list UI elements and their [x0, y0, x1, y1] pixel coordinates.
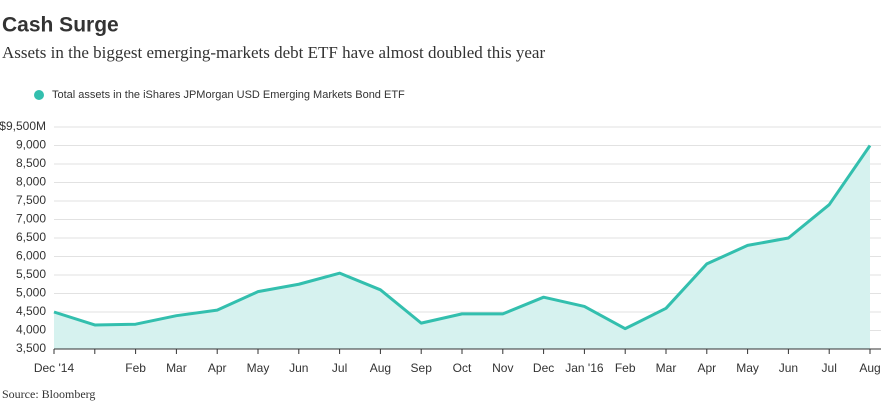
x-tick-label: Aug	[370, 361, 391, 375]
y-tick-label: 5,500	[16, 267, 46, 281]
x-tick-label: Apr	[697, 361, 716, 375]
x-tick-label: Apr	[208, 361, 227, 375]
legend-label: Total assets in the iShares JPMorgan USD…	[52, 89, 405, 101]
chart-title: Cash Surge	[2, 14, 119, 37]
line	[53, 144, 872, 331]
x-tick-label: Dec '14	[34, 361, 75, 375]
y-tick-label: 7,500	[16, 193, 46, 207]
y-tick-label: 6,500	[16, 230, 46, 244]
y-tick-label: 7,000	[16, 212, 46, 226]
y-tick-label: 8,000	[16, 175, 46, 189]
x-tick-label: Mar	[656, 361, 677, 375]
x-tick-label: May	[736, 361, 759, 375]
x-tick-label: Nov	[492, 361, 513, 375]
area	[54, 145, 870, 349]
x-tick-label: Jul	[822, 361, 837, 375]
x-tick-label: Jan '16	[565, 361, 604, 375]
chart-subtitle: Assets in the biggest emerging-markets d…	[2, 43, 545, 62]
x-tick-label: Mar	[166, 361, 187, 375]
y-tick-label: 9,000	[16, 138, 46, 152]
source: Source: Bloomberg	[2, 387, 95, 401]
x-tick-label: Jun	[779, 361, 798, 375]
y-tick-label: 8,500	[16, 156, 46, 170]
x-tick-label: Sep	[411, 361, 433, 375]
y-tick-label: $9,500M	[0, 119, 46, 133]
x-tick-label: Jun	[289, 361, 308, 375]
x-tick-label: Feb	[615, 361, 636, 375]
y-tick-label: 4,500	[16, 304, 46, 318]
x-tick-label: Aug	[859, 361, 880, 375]
y-tick-label: 3,500	[16, 341, 46, 355]
y-tick-label: 6,000	[16, 249, 46, 263]
x-tick-label: May	[247, 361, 270, 375]
x-tick-label: Jul	[332, 361, 347, 375]
x-tick-label: Dec	[533, 361, 554, 375]
legend-marker	[34, 90, 44, 100]
y-tick-label: 4,000	[16, 323, 46, 337]
x-tick-label: Oct	[453, 361, 472, 375]
y-tick-label: 5,000	[16, 286, 46, 300]
x-tick-label: Feb	[125, 361, 146, 375]
